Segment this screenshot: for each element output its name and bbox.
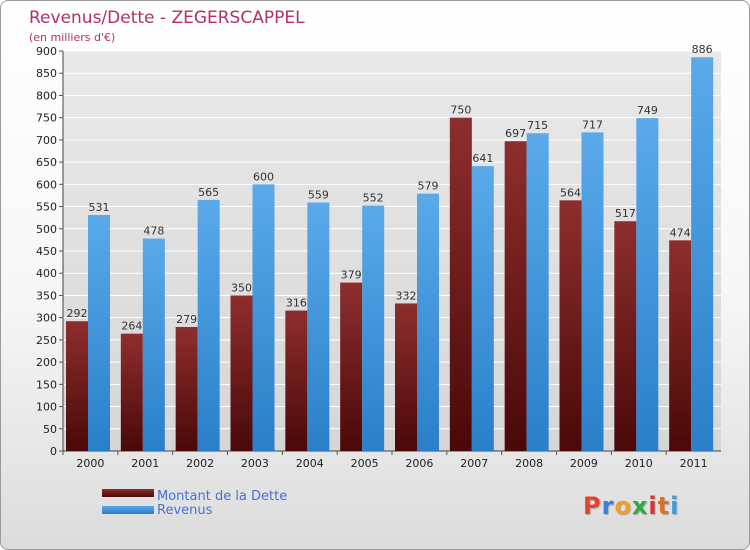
y-tick-label-700: 700 bbox=[36, 134, 57, 147]
y-tick-label-200: 200 bbox=[36, 356, 57, 369]
data-label-revenus-2010: 749 bbox=[637, 104, 658, 117]
y-tick-label-50: 50 bbox=[43, 423, 57, 436]
bar-revenus-2002 bbox=[197, 199, 220, 451]
data-label-dette-2010: 517 bbox=[615, 207, 636, 220]
x-tick-label-2002: 2002 bbox=[186, 457, 214, 470]
bar-revenus-2003 bbox=[252, 184, 275, 452]
data-label-revenus-2005: 552 bbox=[363, 192, 384, 205]
data-label-dette-2004: 316 bbox=[286, 297, 307, 310]
bar-dette-2000 bbox=[66, 321, 88, 451]
bar-revenus-2006 bbox=[417, 193, 439, 451]
data-label-dette-2003: 350 bbox=[231, 281, 252, 294]
data-label-revenus-2002: 565 bbox=[198, 186, 219, 199]
chart-subtitle: (en milliers d'€) bbox=[29, 31, 115, 44]
bar-revenus-2011 bbox=[691, 57, 714, 451]
bar-dette-2004 bbox=[285, 310, 308, 451]
data-label-revenus-2008: 715 bbox=[527, 119, 548, 132]
bar-revenus-2010 bbox=[636, 118, 659, 451]
data-label-revenus-2004: 559 bbox=[308, 189, 329, 202]
y-tick-label-650: 650 bbox=[36, 156, 57, 169]
data-label-revenus-2001: 478 bbox=[143, 225, 164, 238]
plot-area: 0 50 100 150 200 250 300 350 400 450 500 550 600 650 7… bbox=[36, 43, 721, 470]
data-label-dette-2001: 264 bbox=[121, 320, 142, 333]
y-tick-label-100: 100 bbox=[36, 401, 57, 414]
y-tick-label-800: 800 bbox=[36, 89, 57, 102]
legend: Montant de la Dette Revenus bbox=[102, 489, 287, 518]
y-tick-label-0: 0 bbox=[50, 445, 57, 458]
x-tick-label-2006: 2006 bbox=[405, 457, 433, 470]
x-tick-label-2008: 2008 bbox=[515, 457, 543, 470]
x-tick-label-2005: 2005 bbox=[351, 457, 379, 470]
x-tick-label-2000: 2000 bbox=[76, 457, 104, 470]
data-label-revenus-2000: 531 bbox=[89, 201, 110, 214]
bar-dette-2003 bbox=[230, 295, 253, 451]
logo-letter: i bbox=[648, 492, 658, 520]
data-label-dette-2008: 697 bbox=[505, 127, 526, 140]
x-tick-label-2004: 2004 bbox=[296, 457, 324, 470]
y-tick-label-450: 450 bbox=[36, 245, 57, 258]
bar-dette-2007 bbox=[449, 117, 472, 452]
data-label-dette-2009: 564 bbox=[560, 186, 581, 199]
y-tick-label-250: 250 bbox=[36, 334, 57, 347]
data-label-revenus-2007: 641 bbox=[472, 152, 493, 165]
bar-dette-2001 bbox=[120, 333, 143, 451]
data-label-revenus-2003: 600 bbox=[253, 170, 274, 183]
y-tick-label-150: 150 bbox=[36, 378, 57, 391]
bar-dette-2006 bbox=[395, 303, 417, 451]
legend-label-dette: Montant de la Dette bbox=[157, 489, 287, 504]
logo-letter: P bbox=[583, 492, 602, 520]
x-tick-label-2010: 2010 bbox=[625, 457, 653, 470]
bar-dette-2010 bbox=[614, 221, 637, 451]
y-tick-label-600: 600 bbox=[36, 178, 57, 191]
logo-letter: x bbox=[631, 492, 649, 520]
legend-swatch-dette bbox=[102, 489, 154, 497]
x-tick-label-2011: 2011 bbox=[680, 457, 708, 470]
bar-revenus-2000 bbox=[88, 215, 110, 451]
bar-dette-2002 bbox=[175, 327, 198, 451]
bar-dette-2008 bbox=[504, 141, 527, 451]
bar-dette-2009 bbox=[559, 200, 582, 451]
logo-letter: o bbox=[614, 492, 632, 520]
legend-label-revenus: Revenus bbox=[157, 503, 213, 518]
y-tick-label-900: 900 bbox=[36, 45, 57, 58]
bar-revenus-2001 bbox=[142, 238, 165, 451]
data-label-dette-2005: 379 bbox=[341, 269, 362, 282]
data-label-revenus-2011: 886 bbox=[692, 43, 713, 56]
bar-revenus-2005 bbox=[362, 205, 385, 451]
x-tick-label-2007: 2007 bbox=[460, 457, 488, 470]
y-tick-label-350: 350 bbox=[36, 289, 57, 302]
x-tick-label-2003: 2003 bbox=[241, 457, 269, 470]
logo-letter: i bbox=[670, 492, 680, 520]
data-label-dette-2002: 279 bbox=[176, 313, 197, 326]
y-tick-label-750: 750 bbox=[36, 112, 57, 125]
data-label-dette-2011: 474 bbox=[670, 226, 691, 239]
bar-dette-2005 bbox=[340, 282, 363, 451]
data-label-dette-2000: 292 bbox=[67, 307, 88, 320]
y-tick-label-300: 300 bbox=[36, 312, 57, 325]
legend-swatch-revenus bbox=[102, 506, 154, 514]
data-label-dette-2006: 332 bbox=[396, 289, 417, 302]
x-tick-label-2009: 2009 bbox=[570, 457, 598, 470]
logo-letter: r bbox=[601, 492, 615, 520]
y-tick-label-850: 850 bbox=[36, 67, 57, 80]
bar-revenus-2004 bbox=[307, 202, 330, 451]
data-label-revenus-2006: 579 bbox=[418, 180, 439, 193]
x-tick-label-2001: 2001 bbox=[131, 457, 159, 470]
chart-title: Revenus/Dette - ZEGERSCAPPEL bbox=[29, 8, 305, 28]
y-tick-label-550: 550 bbox=[36, 201, 57, 214]
data-label-dette-2007: 750 bbox=[450, 104, 471, 117]
logo-letter: t bbox=[657, 492, 671, 520]
bar-revenus-2009 bbox=[581, 132, 604, 452]
data-label-revenus-2009: 717 bbox=[582, 118, 603, 131]
bar-revenus-2007 bbox=[471, 166, 494, 451]
proxiti-logo: Proxiti bbox=[583, 492, 679, 520]
bar-dette-2011 bbox=[669, 240, 692, 451]
y-tick-label-400: 400 bbox=[36, 267, 57, 280]
y-tick-label-500: 500 bbox=[36, 223, 57, 236]
bar-revenus-2008 bbox=[526, 133, 549, 451]
